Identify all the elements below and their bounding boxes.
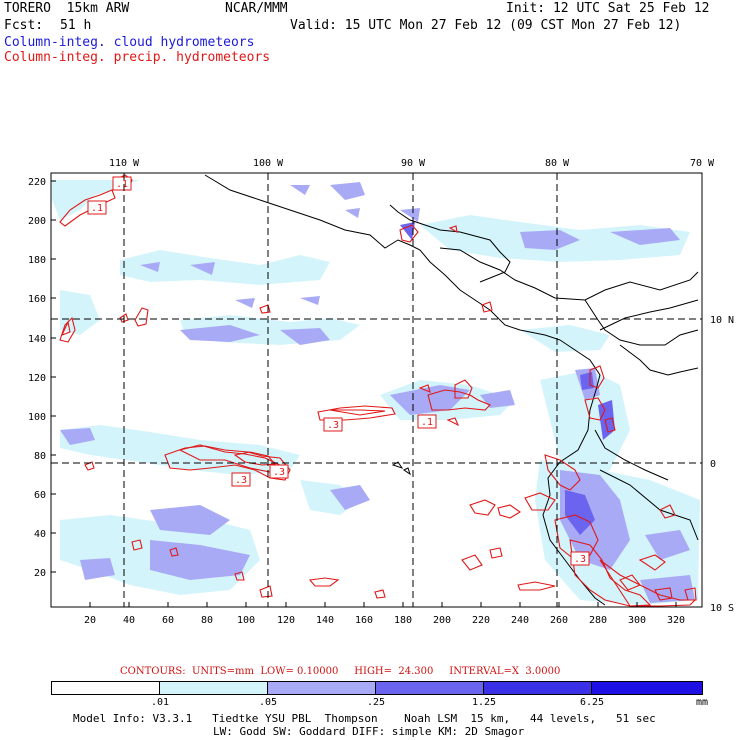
y-tick-label: 180 xyxy=(28,255,46,266)
contour-label: .1 xyxy=(421,417,433,428)
colorbar-swatch xyxy=(268,682,376,694)
contour-label: .1 xyxy=(91,203,103,214)
lon-label: 100 W xyxy=(253,158,284,169)
y-tick-label: 20 xyxy=(34,568,46,579)
colorbar-level: 1.25 xyxy=(472,697,497,708)
map-frame xyxy=(50,172,703,608)
lat-label: 0 xyxy=(710,459,716,470)
x-tick-label: 100 xyxy=(237,615,255,626)
contour-label: .3 xyxy=(273,467,285,478)
x-tick-label: 20 xyxy=(84,615,96,626)
lon-label: 80 W xyxy=(545,158,570,169)
contour-label: .3 xyxy=(327,420,339,431)
axis-ticks xyxy=(51,180,677,607)
x-tick-label: 220 xyxy=(472,615,490,626)
model-name: TORERO 15km ARW xyxy=(4,1,130,16)
x-tick-label: 200 xyxy=(433,615,451,626)
model-info-line2: LW: Godd SW: Goddard DIFF: simple KM: 2D… xyxy=(213,725,525,738)
colorbar xyxy=(51,681,703,695)
colorbar-swatch xyxy=(160,682,268,694)
colorbar-level: .01 xyxy=(151,697,170,708)
y-tick-label: 100 xyxy=(28,412,46,423)
x-tick-label: 60 xyxy=(162,615,174,626)
lon-label: 110 W xyxy=(109,158,140,169)
x-tick-label: 320 xyxy=(667,615,685,626)
lat-label: 10 S xyxy=(710,603,734,614)
x-tick-label: 80 xyxy=(201,615,213,626)
contour-label-boxes xyxy=(87,176,590,566)
colorbar-level: .25 xyxy=(367,697,386,708)
contour-labels: .1 .1 .3 .1 .3 .3 .3 xyxy=(91,179,586,565)
field-precip-label: Column-integ. precip. hydrometeors xyxy=(4,50,271,65)
x-tick-label: 300 xyxy=(628,615,646,626)
lat-label: 10 N xyxy=(710,315,734,326)
forecast-hours: 51 h xyxy=(60,18,92,33)
colorbar-level: .05 xyxy=(259,697,278,708)
colorbar-swatch xyxy=(376,682,484,694)
contour-label: .3 xyxy=(235,475,247,486)
y-tick-label: 200 xyxy=(28,216,46,227)
colorbar-swatch xyxy=(52,682,160,694)
graticule xyxy=(51,173,702,607)
y-tick-label: 140 xyxy=(28,334,46,345)
center-name: NCAR/MMM xyxy=(225,1,288,16)
x-tick-label: 120 xyxy=(277,615,295,626)
colorbar-level: 6.25 xyxy=(580,697,605,708)
init-time: Init: 12 UTC Sat 25 Feb 12 xyxy=(506,1,710,16)
y-tick-label: 160 xyxy=(28,294,46,305)
y-tick-label: 120 xyxy=(28,373,46,384)
cloud-shading-dark xyxy=(400,222,615,535)
y-tick-label: 40 xyxy=(34,529,46,540)
contour-label: .3 xyxy=(574,554,586,565)
x-tick-label: 160 xyxy=(355,615,373,626)
colorbar-swatch xyxy=(484,682,592,694)
model-info-line1: Model Info: V3.3.1 Tiedtke YSU PBL Thomp… xyxy=(73,712,656,725)
colorbar-swatch xyxy=(592,682,702,694)
x-tick-label: 180 xyxy=(394,615,412,626)
y-tick-label: 80 xyxy=(34,451,46,462)
x-tick-label: 140 xyxy=(316,615,334,626)
x-tick-label: 240 xyxy=(511,615,529,626)
x-tick-label: 40 xyxy=(123,615,135,626)
x-tick-label: 260 xyxy=(550,615,568,626)
colorbar-unit: mm xyxy=(696,697,709,708)
x-tick-label: 280 xyxy=(589,615,607,626)
y-tick-label: 60 xyxy=(34,490,46,501)
field-cloud-label: Column-integ. cloud hydrometeors xyxy=(4,35,255,50)
cloud-shading-medium xyxy=(60,182,695,603)
lon-label: 70 W xyxy=(690,158,715,169)
valid-time: Valid: 15 UTC Mon 27 Feb 12 (09 CST Mon … xyxy=(290,18,682,33)
forecast-label: Fcst: xyxy=(4,18,44,33)
lon-label: 90 W xyxy=(401,158,426,169)
contour-info: CONTOURS: UNITS=mm LOW= 0.10000 HIGH= 24… xyxy=(120,666,561,677)
y-tick-label: 220 xyxy=(28,177,46,188)
contour-label: .1 xyxy=(116,179,128,190)
